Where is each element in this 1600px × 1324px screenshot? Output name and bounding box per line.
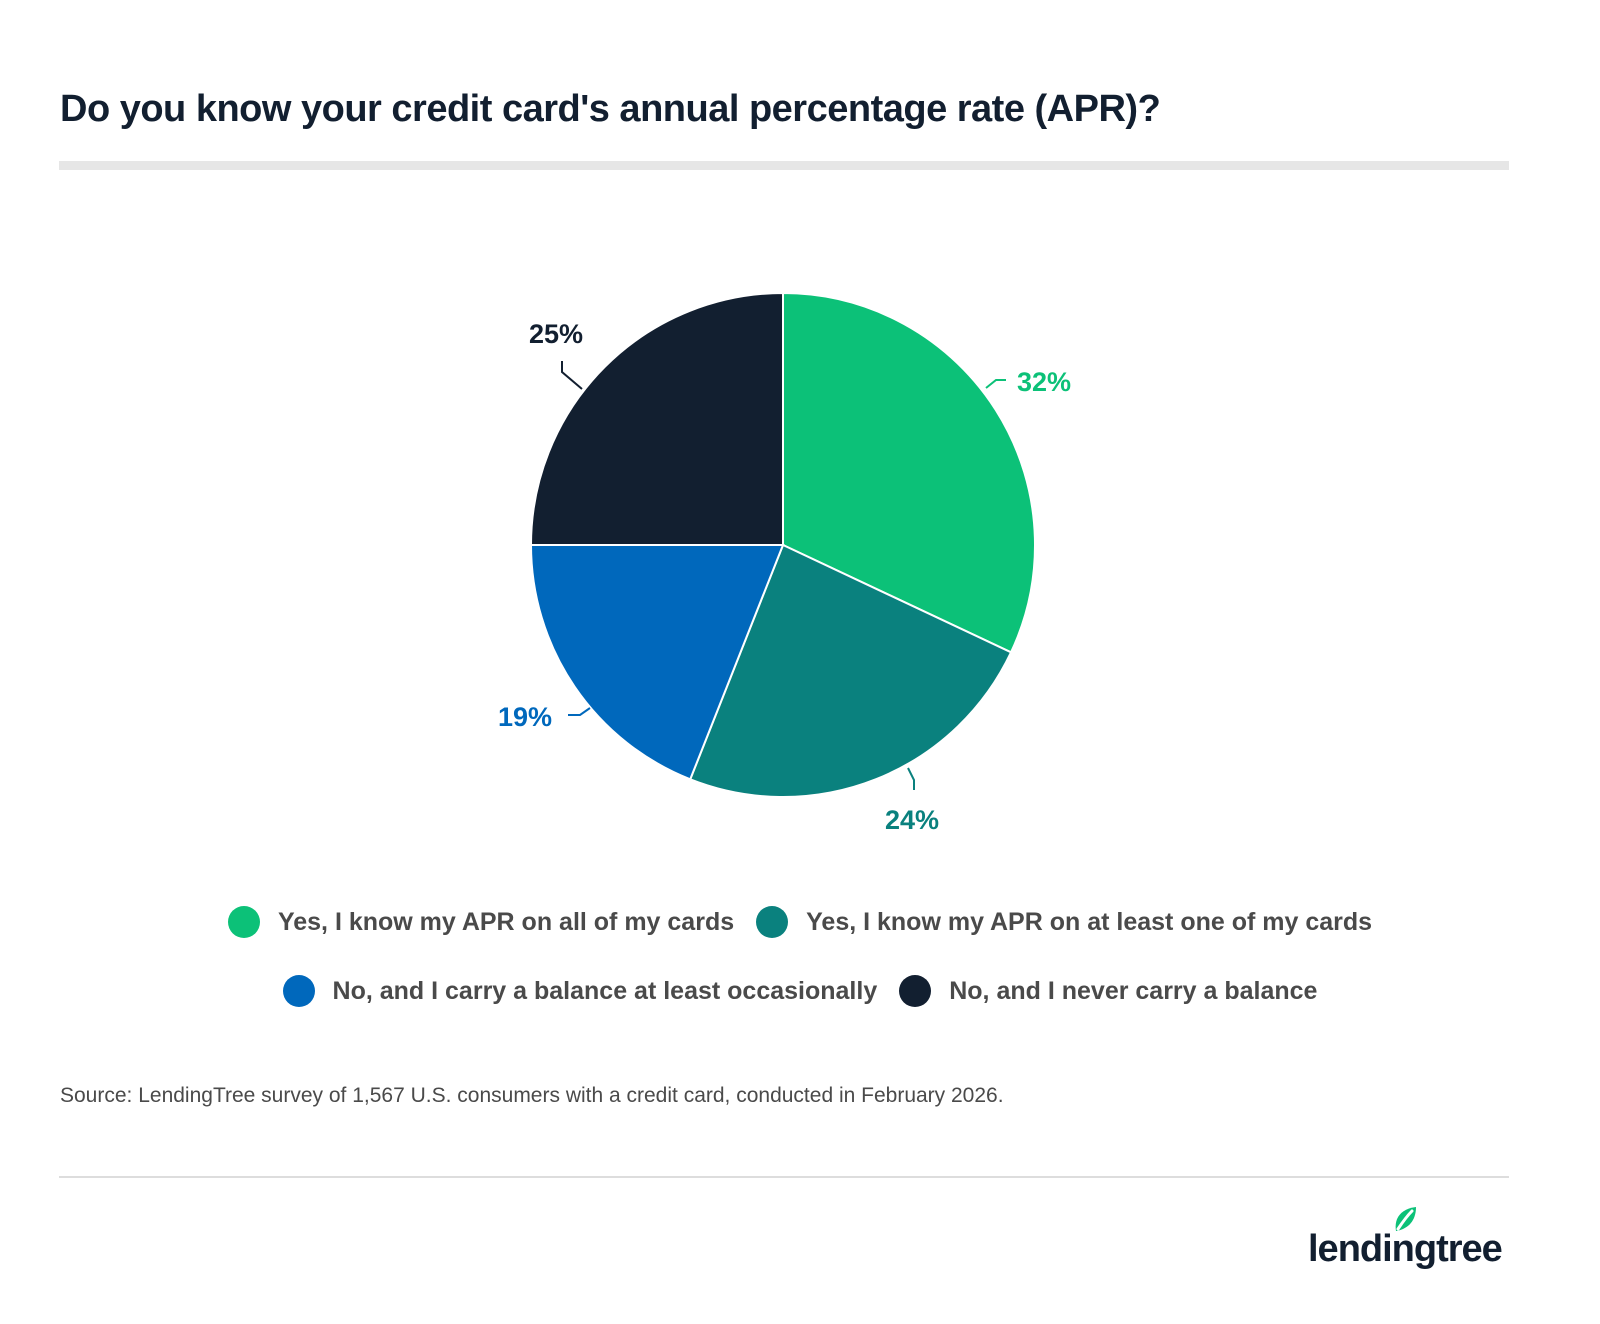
- logo-text: lendingtree: [1308, 1228, 1503, 1270]
- pie-slices: [529, 291, 1036, 798]
- legend-item-never-carry: No, and I never carry a balance: [899, 975, 1317, 1007]
- title-divider: [59, 161, 1509, 170]
- legend-item-one-card: Yes, I know my APR on at least one of my…: [756, 906, 1372, 938]
- slice-label-carry-balance: 19%: [498, 702, 552, 732]
- slice-never-carry: [529, 291, 784, 546]
- source-note: Source: LendingTree survey of 1,567 U.S.…: [60, 1084, 1004, 1107]
- pie-chart: 32% 24% 19% 25%: [498, 291, 1071, 835]
- leaf-icon: [1395, 1207, 1416, 1231]
- legend-swatch-icon: [756, 906, 789, 938]
- slice-label-one-card: 24%: [885, 805, 939, 835]
- legend-label: No, and I carry a balance at least occas…: [332, 976, 878, 1005]
- legend-label: No, and I never carry a balance: [949, 976, 1318, 1005]
- legend-item-all-cards: Yes, I know my APR on all of my cards: [227, 906, 735, 938]
- legend-swatch-icon: [282, 975, 315, 1007]
- slice-label-never-carry: 25%: [529, 319, 583, 349]
- legend-item-carry-balance: No, and I carry a balance at least occas…: [282, 975, 878, 1007]
- legend-label: Yes, I know my APR on all of my cards: [277, 907, 735, 936]
- leader-line: [561, 361, 583, 390]
- legend-swatch-icon: [227, 906, 260, 938]
- lendingtree-logo: lendingtree: [1308, 1205, 1518, 1275]
- legend-swatch-icon: [899, 975, 932, 1007]
- legend-row-2: No, and I carry a balance at least occas…: [0, 975, 1600, 1007]
- slice-all-cards: [782, 291, 1036, 654]
- chart-title: Do you know your credit card's annual pe…: [60, 88, 1161, 130]
- leader-lines: [561, 361, 1006, 790]
- footer-divider: [59, 1176, 1509, 1178]
- slice-label-all-cards: 32%: [1017, 367, 1071, 397]
- leader-line: [568, 707, 591, 716]
- legend-label: Yes, I know my APR on at least one of my…: [806, 907, 1373, 936]
- legend-row-1: Yes, I know my APR on all of my cards Ye…: [0, 906, 1600, 938]
- slice-one-card: [688, 543, 1013, 798]
- leader-line: [985, 379, 1006, 389]
- leader-line: [907, 767, 915, 790]
- slice-carry-balance: [529, 544, 785, 781]
